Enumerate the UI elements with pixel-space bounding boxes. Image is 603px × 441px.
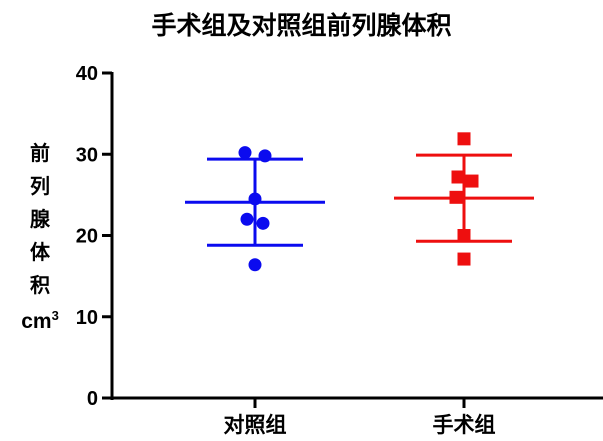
data-point	[451, 170, 465, 184]
data-point	[457, 132, 471, 146]
data-point	[465, 174, 479, 188]
y-axis-label-char: 体	[30, 240, 50, 264]
y-axis-label: 前 列 腺 体 积 cm3	[20, 137, 60, 336]
y-axis-unit: cm3	[20, 302, 60, 336]
data-point	[248, 192, 262, 206]
y-tick-label: 10	[76, 307, 98, 329]
series-1	[394, 132, 534, 266]
x-tick-label: 对照组	[224, 413, 287, 437]
y-axis-unit-exponent: 3	[51, 308, 59, 323]
data-point	[240, 212, 254, 226]
data-point	[238, 146, 252, 160]
data-point	[258, 149, 272, 163]
y-tick-label: 20	[76, 226, 98, 248]
data-point	[256, 216, 270, 230]
data-point	[248, 258, 262, 272]
data-point	[457, 229, 471, 242]
data-point	[457, 252, 471, 266]
y-axis-label-char: 腺	[30, 207, 50, 231]
y-tick-label: 40	[76, 63, 98, 85]
chart-axes: 0 10 20 30 40 对照组 手术组	[76, 63, 603, 437]
chart-title: 手术组及对照组前列腺体积	[151, 11, 452, 40]
chart-marks	[185, 132, 534, 272]
y-axis-label-char: 列	[30, 174, 50, 198]
series-0	[185, 146, 325, 272]
y-tick-label: 0	[87, 388, 98, 410]
y-tick-label: 30	[76, 144, 98, 166]
y-axis-label-char: 前	[30, 141, 50, 165]
y-axis-label-char: 积	[30, 273, 50, 297]
y-axis-unit-base: cm	[21, 310, 52, 333]
data-point	[449, 190, 463, 204]
x-tick-label: 手术组	[433, 413, 496, 437]
